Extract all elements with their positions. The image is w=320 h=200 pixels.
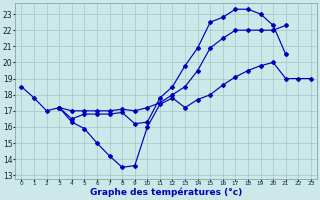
X-axis label: Graphe des températures (°c): Graphe des températures (°c) <box>90 188 242 197</box>
